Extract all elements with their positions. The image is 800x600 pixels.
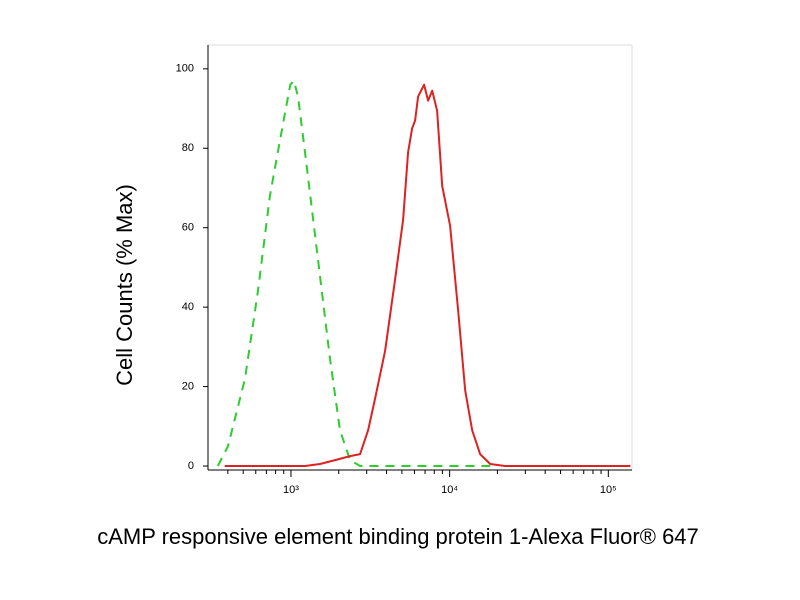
y-tick-label: 0: [188, 460, 194, 472]
y-tick-label: 100: [176, 63, 194, 75]
x-axis-title: cAMP responsive element binding protein …: [97, 524, 699, 549]
histogram-line: [224, 83, 631, 467]
y-tick-label: 20: [182, 380, 194, 392]
x-tick-label: 10⁵: [600, 484, 617, 496]
x-tick-label: 10⁴: [441, 484, 458, 496]
y-axis-title: Cell Counts (% Max): [112, 184, 137, 386]
y-tick-label: 40: [182, 301, 194, 313]
y-tick-label: 80: [182, 142, 194, 154]
histogram-line: [216, 79, 491, 467]
y-tick-label: 60: [182, 222, 194, 234]
x-tick-label: 10³: [283, 484, 299, 496]
